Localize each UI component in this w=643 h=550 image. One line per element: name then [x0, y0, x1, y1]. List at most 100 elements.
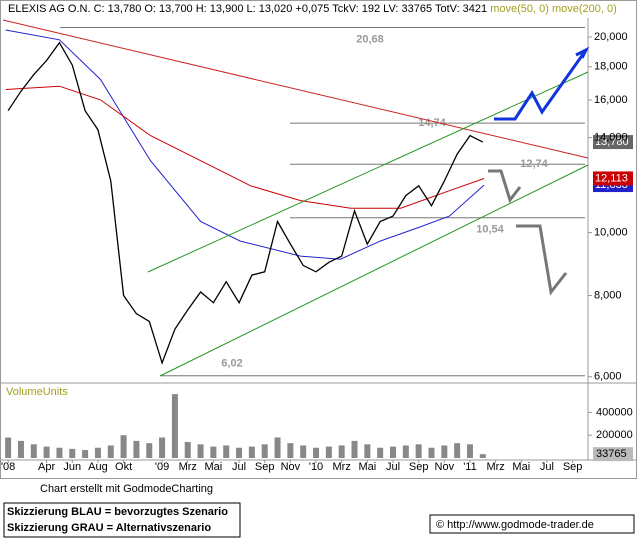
moving-average [5, 85, 485, 209]
x-tick-label: Mai [512, 461, 530, 473]
x-tick-label: Jul [232, 461, 246, 473]
y-tick-label: 18,000 [594, 61, 628, 73]
y-tick-label: 8,000 [594, 289, 622, 301]
x-tick-label: Jul [540, 461, 554, 473]
volume-bar [325, 446, 332, 458]
volume-bar [146, 443, 153, 458]
volume-bar [428, 447, 435, 458]
volume-bar [5, 437, 12, 458]
title: ELEXIS AG O.N. [8, 3, 91, 15]
volume-tag-label: 33765 [596, 448, 627, 460]
y-tick-label: 20,000 [594, 31, 628, 43]
volume-bar [466, 444, 473, 458]
x-tick-label: Nov [281, 461, 301, 473]
x-tick-label: Mrz [333, 461, 351, 473]
volume-bar [94, 447, 101, 458]
x-tick-label: Mai [205, 461, 223, 473]
y-tick-label: 14,000 [594, 132, 628, 144]
volume-y-tick-label: 400000 [596, 406, 633, 418]
legend-entry: move(200, 0) [552, 3, 617, 15]
volume-bar [210, 446, 217, 458]
x-tick-label: Aug [88, 461, 108, 473]
level-label: 12,74 [520, 158, 548, 170]
x-tick-label: '09 [155, 461, 169, 473]
volume-bar [377, 447, 384, 458]
volume-bar [300, 445, 307, 458]
volume-bar [82, 450, 89, 458]
volume-bar [351, 440, 358, 458]
y-tick-label: 16,000 [594, 94, 628, 106]
price-tag [593, 135, 633, 150]
volume-bar [454, 443, 461, 458]
volume-bar [274, 437, 281, 458]
volume-bar [43, 446, 50, 458]
volume-bar [133, 440, 140, 458]
x-tick-label: Okt [115, 461, 132, 473]
legend-entry: move(50, 0) [490, 3, 549, 15]
frame [0, 0, 637, 479]
x-tick-label: Jun [63, 461, 81, 473]
x-tick-label: Sep [563, 461, 583, 473]
volume-bar [184, 442, 191, 458]
credit: Chart erstellt mit GodmodeCharting [40, 483, 213, 495]
level-label: 20,68 [356, 33, 384, 45]
quote: C: 13,780 O: 13,700 H: 13,900 L: 13,020 … [94, 3, 488, 15]
volume-bar [120, 435, 127, 458]
price-tag-label: 12,113 [595, 172, 628, 184]
volume-bar [287, 443, 294, 458]
volume-y-tick-label: 200000 [596, 429, 633, 441]
x-tick-label: Nov [435, 461, 455, 473]
volume-bar [479, 454, 486, 458]
volume-bar [261, 444, 268, 458]
trend-line [147, 71, 589, 273]
x-tick-label: Sep [409, 461, 429, 473]
price-tag-label: 13,780 [595, 136, 629, 148]
x-tick-label: Sep [255, 461, 275, 473]
x-tick-label: Jul [386, 461, 400, 473]
x-tick-label: '11 [463, 461, 477, 473]
x-tick-label: Mrz [486, 461, 504, 473]
header-text: ELEXIS AG O.N. C: 13,780 O: 13,700 H: 13… [8, 3, 617, 15]
volume-bar [441, 445, 448, 458]
trend-line [159, 164, 589, 377]
x-tick-label: Apr [38, 461, 55, 473]
price-tag [593, 171, 633, 186]
x-tick-label: '08 [1, 461, 15, 473]
scenario-gray [488, 169, 522, 204]
level-label: 6,02 [221, 358, 242, 370]
volume-bar [30, 444, 37, 458]
volume-bar [107, 445, 114, 458]
note: Skizzierung GRAU = Alternativszenario [7, 522, 211, 534]
volume-bar [390, 446, 396, 458]
y-tick-label: 10,000 [594, 226, 628, 238]
volume-bar [197, 444, 204, 458]
volume-bar [402, 445, 409, 458]
x-tick-label: Mai [358, 461, 376, 473]
volume-label: VolumeUnits [6, 386, 68, 398]
volume-bar [56, 447, 63, 458]
note: Skizzierung BLAU = bevorzugtes Szenario [7, 506, 228, 518]
copyright: © http://www.godmode-trader.de [436, 519, 594, 531]
volume-bar [338, 445, 345, 458]
volume-bar [236, 447, 243, 458]
volume-bar [364, 444, 371, 458]
scenario-gray [516, 224, 568, 296]
volume-bar [313, 447, 320, 458]
volume-bar [17, 440, 24, 458]
volume-bar [415, 444, 422, 458]
price-line [7, 41, 484, 365]
volume-bar [69, 448, 76, 458]
scenario-arrowhead [575, 46, 590, 59]
volume-bar [223, 445, 230, 458]
level-label: 10,54 [476, 224, 504, 236]
y-tick-label: 6,000 [594, 371, 622, 383]
x-tick-label: Mrz [179, 461, 197, 473]
copyright-box [429, 514, 635, 534]
trend-line [2, 19, 589, 159]
volume-tag [593, 447, 633, 462]
volume-bar [171, 394, 178, 458]
volume-bar [248, 446, 255, 458]
